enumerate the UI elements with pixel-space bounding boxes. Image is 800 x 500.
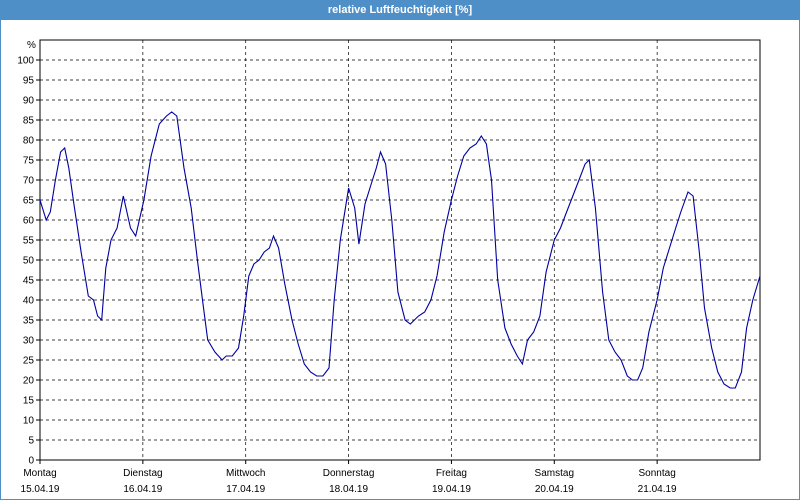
- y-axis-label: %: [27, 40, 36, 51]
- y-tick-label-90: 90: [23, 96, 35, 107]
- humidity-series-line: [39, 111, 761, 389]
- x-tick-date-4: 19.04.19: [432, 484, 471, 495]
- x-tick-day-2: Mittwoch: [226, 468, 265, 479]
- x-tick-date-1: 16.04.19: [123, 484, 162, 495]
- y-tick-label-95: 95: [23, 76, 35, 87]
- y-tick-label-15: 15: [23, 396, 35, 407]
- y-tick-label-50: 50: [23, 256, 35, 267]
- x-tick-date-3: 18.04.19: [329, 484, 368, 495]
- y-tick-label-10: 10: [23, 416, 35, 427]
- y-tick-label-55: 55: [23, 236, 35, 247]
- grid-lines: [36, 40, 760, 464]
- x-tick-day-5: Samstag: [535, 468, 574, 479]
- y-tick-label-75: 75: [23, 156, 35, 167]
- x-tick-day-3: Donnerstag: [323, 468, 375, 479]
- plot-area: [39, 39, 761, 461]
- y-tick-label-70: 70: [23, 176, 35, 187]
- y-tick-label-100: 100: [17, 56, 34, 67]
- y-tick-label-20: 20: [23, 376, 35, 387]
- y-tick-label-60: 60: [23, 216, 35, 227]
- y-axis-ticks: 0 5 10 15 20 25 30 35 40 45 50 55 60 65 70 75 80 85 90 95 10…: [17, 56, 34, 467]
- y-tick-label-30: 30: [23, 336, 35, 347]
- x-tick-date-5: 20.04.19: [535, 484, 574, 495]
- x-tick-date-0: 15.04.19: [21, 484, 60, 495]
- x-tick-date-2: 17.04.19: [226, 484, 265, 495]
- y-tick-label-0: 0: [28, 456, 34, 467]
- x-tick-day-6: Sonntag: [639, 468, 676, 479]
- y-tick-label-45: 45: [23, 276, 35, 287]
- y-tick-label-85: 85: [23, 116, 35, 127]
- y-tick-label-65: 65: [23, 196, 35, 207]
- y-tick-label-25: 25: [23, 356, 35, 367]
- x-tick-day-1: Dienstag: [123, 468, 162, 479]
- x-tick-date-6: 21.04.19: [638, 484, 677, 495]
- x-tick-day-4: Freitag: [436, 468, 467, 479]
- y-tick-label-40: 40: [23, 296, 35, 307]
- chart-title: relative Luftfeuchtigkeit [%]: [1, 1, 799, 20]
- y-tick-label-80: 80: [23, 136, 35, 147]
- x-tick-day-0: Montag: [23, 468, 56, 479]
- y-tick-label-35: 35: [23, 316, 35, 327]
- y-tick-label-5: 5: [28, 436, 34, 447]
- x-axis-ticks: Montag 15.04.19 Dienstag 16.04.19 Mittwoch 17…: [21, 468, 678, 495]
